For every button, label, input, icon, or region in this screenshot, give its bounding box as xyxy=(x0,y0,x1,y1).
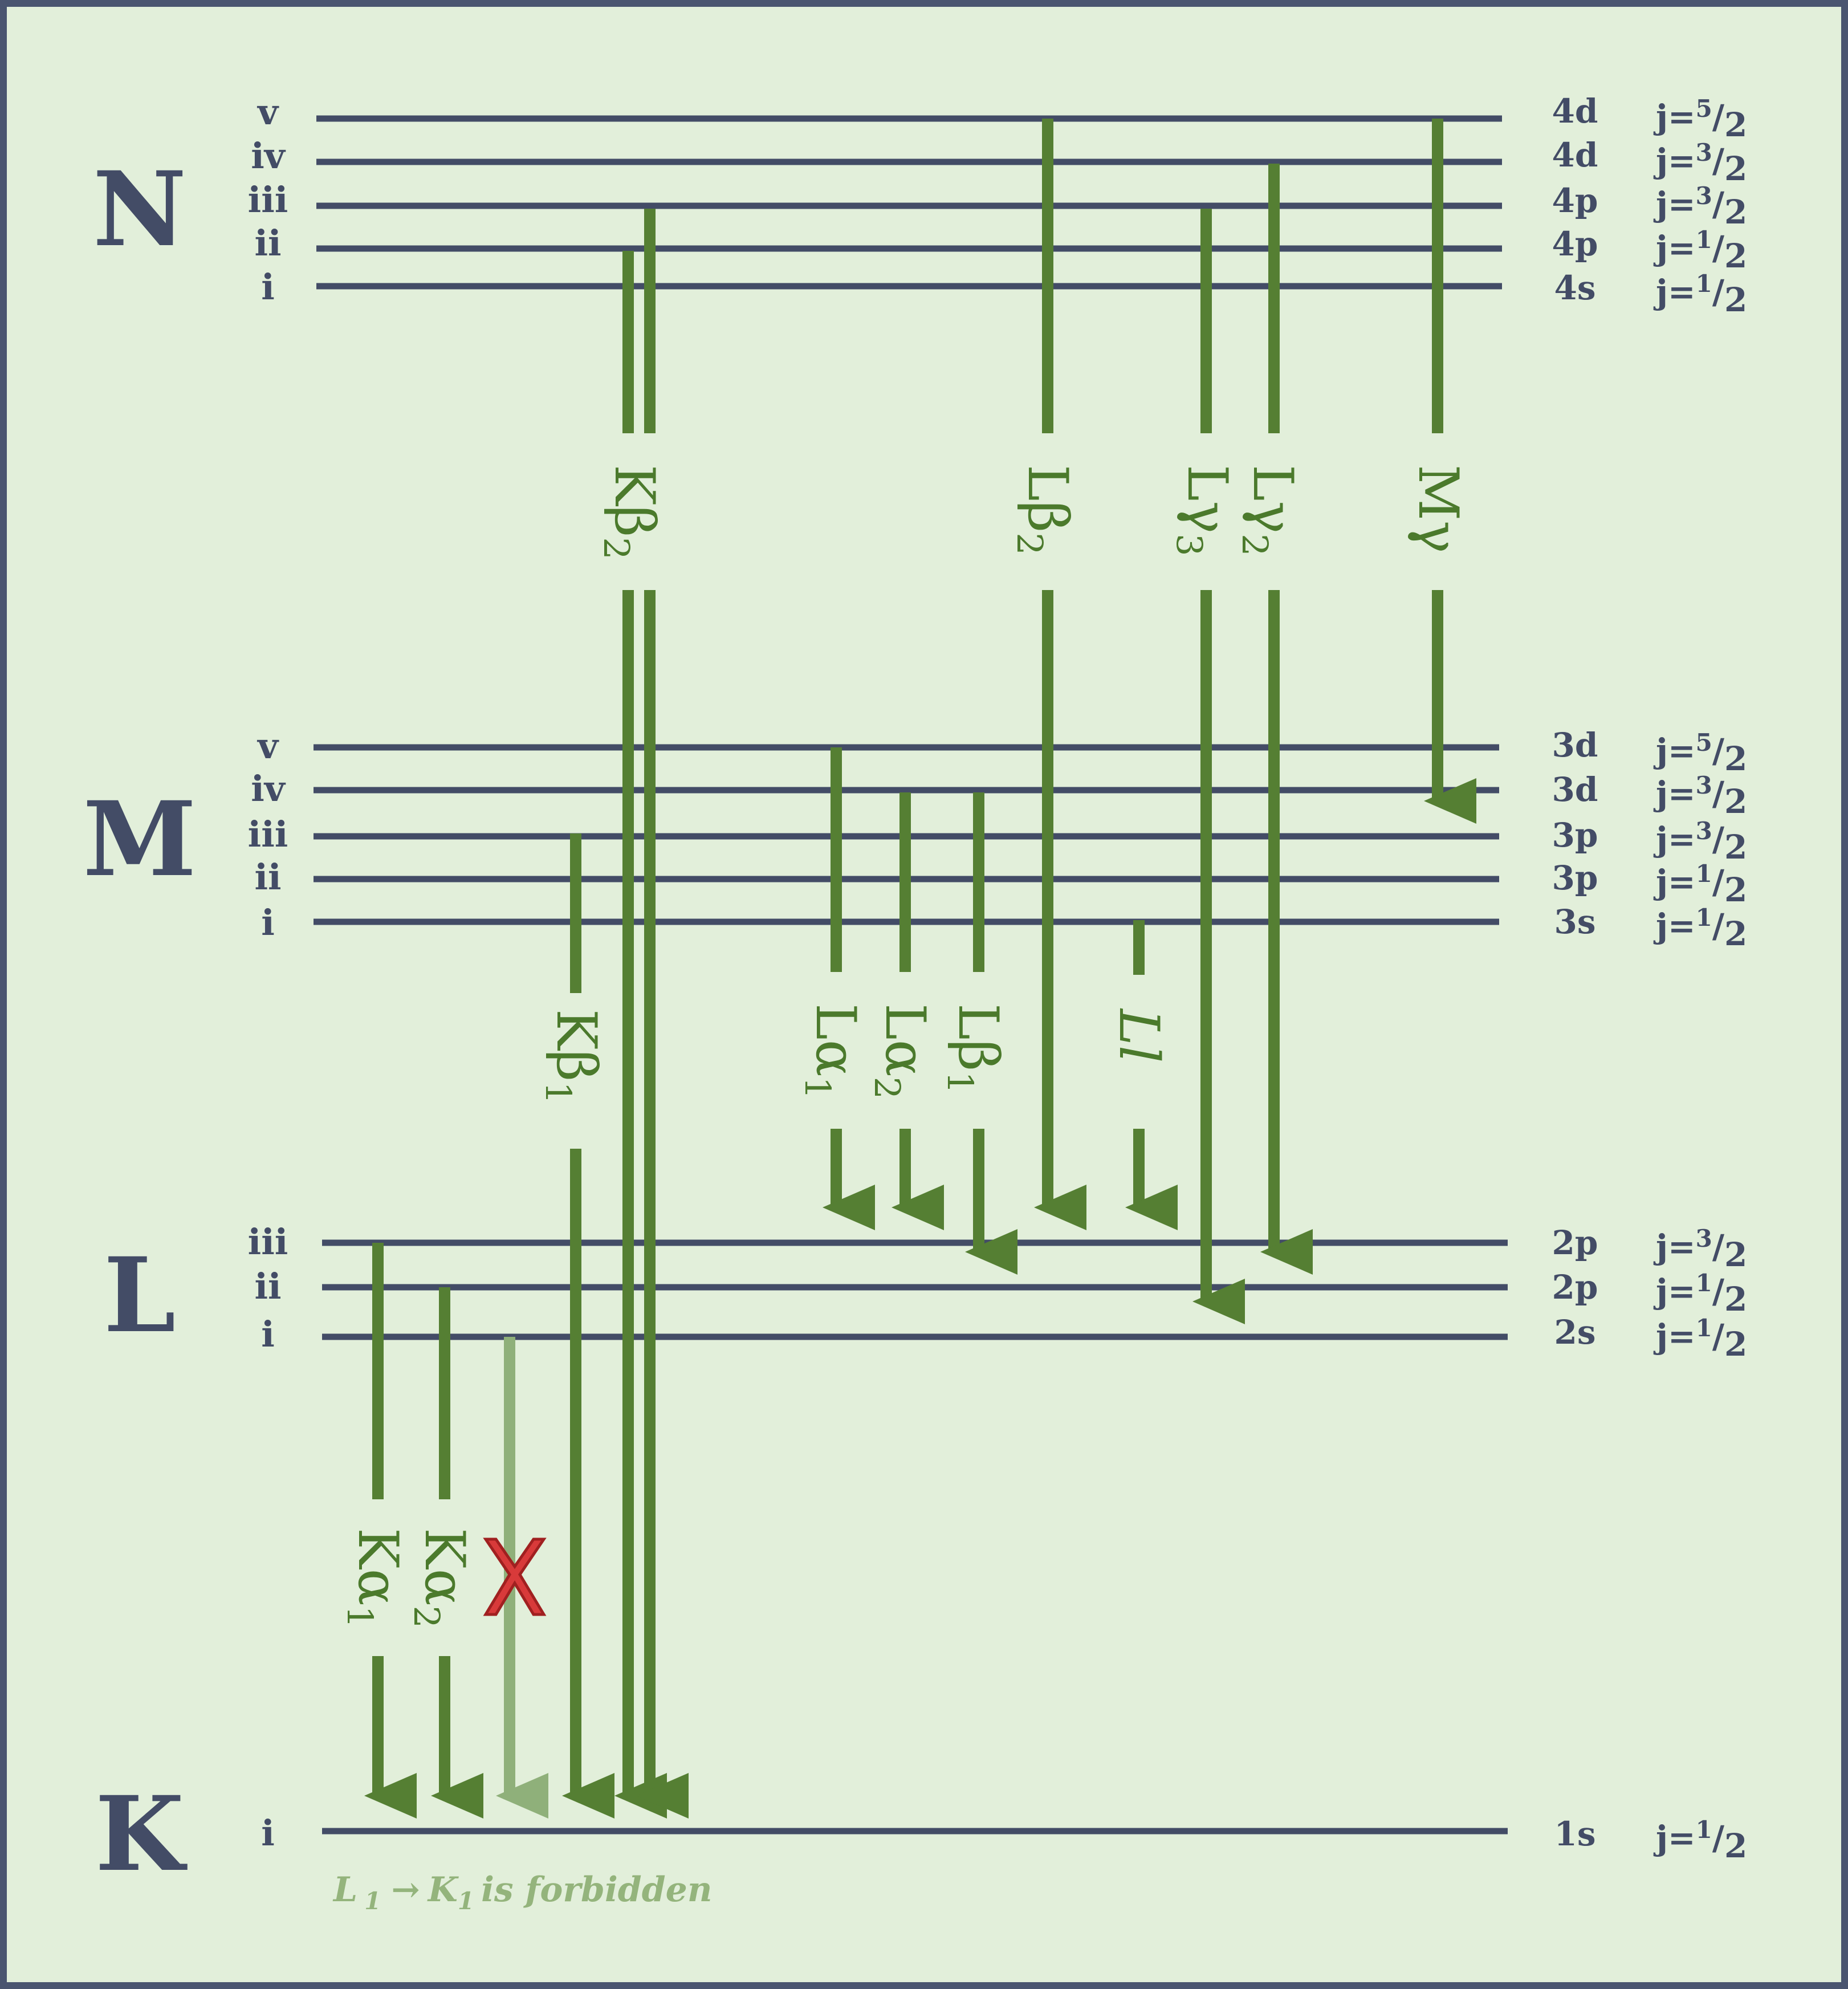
level-j-m5: j=5/2 xyxy=(1653,729,1747,778)
label-la1: Lα1 xyxy=(797,1003,868,1099)
level-roman-l2: ii xyxy=(254,1266,281,1307)
level-orbital-m1: 3s xyxy=(1554,902,1595,941)
label-ka2: Kα2 xyxy=(406,1528,477,1628)
level-j-m3: j=3/2 xyxy=(1653,817,1747,867)
level-j-m2: j=1/2 xyxy=(1653,860,1747,909)
level-roman-n5: v xyxy=(257,91,279,133)
level-roman-m2: ii xyxy=(254,856,281,898)
level-orbital-n5: 4d xyxy=(1552,92,1598,131)
forbidden-note: L 1 → K1 is forbidden xyxy=(332,1870,712,1915)
level-orbital-n3: 4p xyxy=(1552,181,1598,220)
label-lb2: Lβ2 xyxy=(1009,465,1080,555)
n-shell-levels: v iv iii ii i 4d 4d 4p 4p 4s j=5/2 j=3/2… xyxy=(248,91,1748,319)
label-ka1: Kα1 xyxy=(339,1528,410,1628)
level-j-n4: j=3/2 xyxy=(1653,139,1747,188)
level-orbital-m4: 3d xyxy=(1552,770,1598,809)
k-shell-levels: i 1s j=1/2 xyxy=(261,1812,1747,1865)
level-j-n5: j=5/2 xyxy=(1653,95,1747,144)
level-orbital-m2: 3p xyxy=(1552,859,1598,897)
level-j-l1: j=1/2 xyxy=(1653,1314,1747,1364)
level-j-l3: j=3/2 xyxy=(1653,1225,1747,1274)
level-j-m1: j=1/2 xyxy=(1653,904,1747,953)
level-orbital-n2: 4p xyxy=(1552,225,1598,263)
level-j-k1: j=1/2 xyxy=(1653,1816,1747,1865)
label-mg: Mγ xyxy=(1406,465,1470,554)
shell-label-m: M xyxy=(83,779,196,900)
level-j-n2: j=1/2 xyxy=(1653,226,1747,275)
level-roman-m4: iv xyxy=(251,768,286,810)
level-roman-n2: ii xyxy=(254,222,281,264)
shell-label-n: N xyxy=(93,149,187,270)
level-j-n1: j=1/2 xyxy=(1653,270,1747,319)
level-orbital-k1: 1s xyxy=(1554,1815,1595,1853)
level-roman-l1: i xyxy=(261,1313,275,1355)
shell-label-l: L xyxy=(104,1235,176,1356)
level-roman-l3: iii xyxy=(248,1221,288,1263)
shell-label-k: K xyxy=(95,1774,188,1894)
label-lb1: Lβ1 xyxy=(939,1003,1010,1094)
level-roman-k1: i xyxy=(261,1812,275,1854)
level-roman-m5: v xyxy=(257,725,279,767)
label-lg2: Lγ2 xyxy=(1234,465,1305,556)
label-kb2: Kβ2 xyxy=(596,465,666,560)
level-orbital-n4: 4d xyxy=(1552,136,1598,174)
level-roman-n3: iii xyxy=(248,179,288,221)
label-ll: Ll xyxy=(1107,1008,1171,1063)
level-orbital-l3: 2p xyxy=(1552,1223,1598,1262)
level-roman-n1: i xyxy=(261,266,275,308)
level-orbital-m5: 3d xyxy=(1552,726,1598,764)
transition-arrows xyxy=(364,119,1477,1819)
level-orbital-n1: 4s xyxy=(1554,269,1595,307)
label-la2: Lα2 xyxy=(866,1003,937,1099)
level-j-m4: j=3/2 xyxy=(1653,771,1747,821)
level-orbital-m3: 3p xyxy=(1552,816,1598,855)
level-j-n3: j=3/2 xyxy=(1653,182,1747,231)
level-orbital-l2: 2p xyxy=(1552,1268,1598,1307)
level-j-l2: j=1/2 xyxy=(1653,1269,1747,1319)
level-roman-n4: iv xyxy=(251,135,286,177)
label-kb1: Kβ1 xyxy=(538,1009,608,1104)
l-shell-levels: iii ii i 2p 2p 2s j=3/2 j=1/2 j=1/2 xyxy=(248,1221,1748,1364)
level-roman-m1: i xyxy=(261,902,275,943)
transition-labels: Kβ2 Lβ2 Lγ3 Lγ2 Mγ Kβ1 Lα1 Lα2 Lβ1 Ll Kα… xyxy=(339,465,1470,1628)
level-roman-m3: iii xyxy=(248,814,288,855)
forbidden-x-icon xyxy=(483,1537,547,1616)
level-orbital-l1: 2s xyxy=(1554,1313,1595,1352)
label-lg3: Lγ3 xyxy=(1169,465,1239,556)
